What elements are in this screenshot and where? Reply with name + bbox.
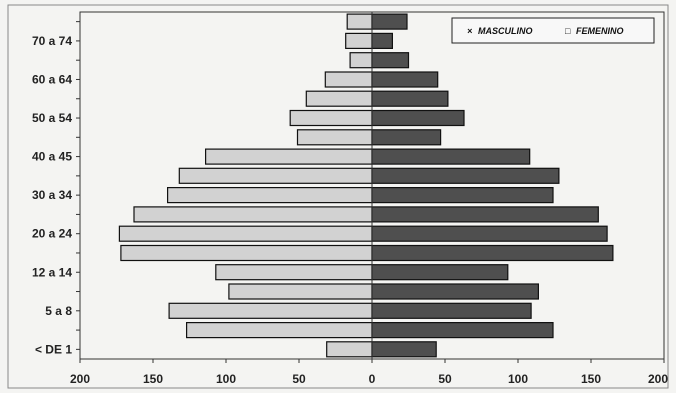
- bar-masculino-13: [305, 90, 373, 107]
- legend-femenino-marker: □: [565, 26, 571, 36]
- x-tick-label-6: 100: [508, 372, 528, 386]
- bar-femenino-10: [371, 148, 531, 165]
- y-tick-label-2: 5 a 8: [45, 304, 72, 318]
- bar-masculino-1: [186, 322, 373, 339]
- bar-femenino-5: [371, 244, 614, 262]
- bar-masculino-17: [346, 13, 373, 30]
- legend-box: [451, 17, 655, 44]
- bar-masculino-15: [349, 52, 373, 69]
- bar-masculino-11: [296, 129, 373, 146]
- bar-masculino-7: [133, 206, 373, 223]
- bar-femenino-7: [371, 206, 599, 223]
- bar-femenino-8: [371, 187, 554, 204]
- bar-masculino-2: [168, 302, 373, 319]
- y-tick-label-6: 20 a 24: [32, 227, 72, 241]
- bar-masculino-8: [167, 187, 373, 204]
- x-tick-label-5: 50: [438, 372, 452, 386]
- bar-femenino-4: [371, 264, 509, 281]
- x-tick-label-7: 150: [581, 372, 601, 386]
- bar-femenino-6: [371, 225, 608, 242]
- y-tick-label-0: < DE 1: [35, 342, 72, 356]
- bar-masculino-9: [178, 167, 373, 184]
- y-tick-label-14: 60 a 64: [32, 72, 72, 86]
- x-tick-label-8: 200: [648, 372, 668, 386]
- y-tick-label-10: 40 a 45: [32, 150, 72, 164]
- bar-masculino-5: [120, 244, 373, 262]
- bar-femenino-1: [371, 322, 554, 339]
- bar-masculino-4: [215, 264, 373, 281]
- axis-layer: < DE 1 5 a 8 12 a 14 20 a 24 30 a 34 40 a 45 5…: [32, 11, 668, 386]
- x-tick-label-1: 150: [143, 372, 163, 386]
- y-tick-label-12: 50 a 54: [32, 111, 72, 125]
- legend-masculino-marker: ×: [467, 26, 473, 36]
- x-tick-label-4: 0: [369, 372, 376, 386]
- legend: × MASCULINO □ FEMENINO: [451, 17, 655, 44]
- bar-masculino-3: [228, 283, 373, 300]
- legend-femenino-label: FEMENINO: [576, 26, 624, 36]
- legend-masculino-label: MASCULINO: [478, 26, 533, 36]
- bar-masculino-0: [326, 341, 373, 358]
- y-tick-label-16: 70 a 74: [32, 34, 72, 48]
- outer-border: [7, 4, 669, 389]
- bar-masculino-14: [324, 71, 373, 88]
- bar-masculino-6: [118, 225, 373, 242]
- bar-femenino-14: [371, 71, 439, 88]
- bar-femenino-16: [371, 32, 393, 50]
- bar-femenino-0: [371, 341, 437, 358]
- y-tick-label-4: 12 a 14: [32, 265, 72, 279]
- bar-femenino-12: [371, 109, 465, 127]
- bar-femenino-9: [371, 167, 560, 184]
- bar-masculino-12: [289, 109, 373, 127]
- bar-femenino-2: [371, 302, 532, 319]
- y-tick-label-8: 30 a 34: [32, 188, 72, 202]
- x-tick-label-3: 50: [292, 372, 306, 386]
- bar-femenino-15: [371, 52, 410, 69]
- bar-femenino-11: [371, 129, 442, 146]
- bar-masculino-10: [205, 148, 373, 165]
- x-tick-label-2: 100: [216, 372, 236, 386]
- bar-femenino-17: [371, 13, 408, 30]
- bar-femenino-13: [371, 90, 449, 107]
- bar-masculino-16: [345, 32, 373, 50]
- bar-femenino-3: [371, 283, 539, 300]
- x-tick-label-0: 200: [70, 372, 90, 386]
